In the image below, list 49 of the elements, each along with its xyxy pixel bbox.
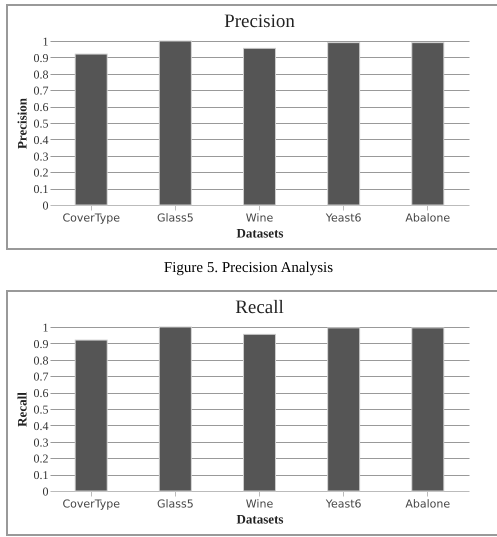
chart-title: Precision	[224, 11, 296, 32]
y-tick-label: 0.1	[34, 182, 48, 196]
y-axis-title: Precision	[14, 97, 30, 150]
x-axis-title: Datasets	[236, 226, 284, 240]
bar	[158, 326, 192, 492]
y-tick-label: 0.1	[34, 468, 48, 482]
y-tick-label: 0.2	[34, 166, 48, 180]
y-tick-label: 0.9	[34, 50, 48, 65]
bar	[411, 42, 444, 206]
y-tick-label: 0.6	[34, 100, 48, 114]
x-axis-title: Datasets	[236, 512, 284, 526]
y-tick-label: 0	[42, 198, 48, 212]
bar	[74, 340, 108, 492]
bar	[243, 48, 276, 206]
x-tick-label: Glass5	[156, 498, 194, 510]
x-tick-label: CoverType	[62, 498, 120, 510]
y-tick-label: 1	[42, 34, 48, 48]
x-tick-label: Yeast6	[324, 212, 362, 224]
y-tick-label: 0.8	[34, 67, 48, 82]
x-tick-label: Glass5	[156, 212, 194, 224]
x-tick-label: Wine	[246, 212, 274, 224]
bar	[243, 334, 276, 492]
y-tick-label: 0.3	[34, 149, 48, 164]
y-tick-label: 0.3	[34, 435, 48, 450]
x-tick-label: Wine	[246, 498, 274, 510]
y-axis-title: Recall	[14, 392, 30, 427]
y-tick-label: 0.7	[34, 370, 48, 384]
x-tick-label: Abalone	[405, 498, 450, 510]
bar	[158, 40, 192, 206]
bar	[327, 327, 360, 492]
bar	[327, 42, 360, 206]
caption: Figure 5. Precision Analysis	[162, 259, 334, 278]
y-tick-label: 0.2	[34, 452, 48, 466]
x-tick-label: Yeast6	[324, 498, 362, 510]
bar	[411, 327, 444, 492]
y-tick-label: 0.9	[34, 336, 48, 351]
x-tick-label: Abalone	[405, 212, 450, 224]
y-tick-label: 0.8	[34, 353, 48, 368]
chart-title: Recall	[235, 297, 284, 318]
y-tick-label: 0	[42, 484, 48, 498]
y-tick-label: 1	[42, 320, 48, 334]
y-tick-label: 0.5	[34, 402, 48, 416]
y-tick-label: 0.5	[34, 116, 48, 130]
y-tick-label: 0.4	[34, 418, 48, 433]
bar	[74, 54, 108, 206]
y-tick-label: 0.7	[34, 84, 48, 98]
y-tick-label: 0.6	[34, 386, 48, 400]
x-tick-label: CoverType	[62, 212, 120, 224]
y-tick-label: 0.4	[34, 132, 48, 147]
